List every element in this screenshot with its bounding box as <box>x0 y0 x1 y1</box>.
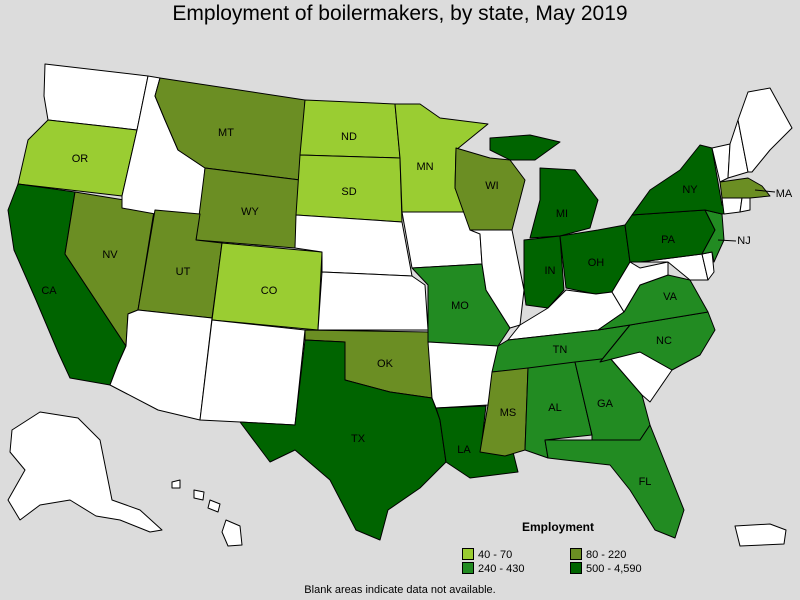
state-ak[interactable] <box>7 411 163 533</box>
state-hi[interactable] <box>171 479 243 547</box>
state-nm[interactable] <box>199 319 306 426</box>
state-ar[interactable] <box>427 341 499 409</box>
label-la: LA <box>457 444 471 456</box>
label-ga: GA <box>597 398 614 410</box>
legend-item: 240 - 430 <box>462 562 524 575</box>
state-il[interactable] <box>469 229 525 329</box>
label-nc: NC <box>656 335 672 347</box>
legend-label: 80 - 220 <box>586 549 627 561</box>
legend-title: Employment <box>522 520 595 534</box>
state-nc[interactable] <box>599 311 716 371</box>
state-ks[interactable] <box>317 271 429 331</box>
label-nv: NV <box>102 249 118 261</box>
label-co: CO <box>261 285 278 297</box>
legend-swatch <box>570 548 582 560</box>
state-me[interactable] <box>737 87 793 173</box>
legend-item: 40 - 70 <box>462 548 512 561</box>
label-tn: TN <box>553 344 568 356</box>
label-tx: TX <box>351 433 366 445</box>
state-nd[interactable] <box>299 99 401 159</box>
label-ut: UT <box>176 266 191 278</box>
state-wv[interactable] <box>611 261 669 313</box>
label-wy: WY <box>241 206 259 218</box>
state-tx[interactable] <box>239 339 447 541</box>
label-nj: NJ <box>737 235 750 247</box>
state-ri[interactable] <box>739 197 751 213</box>
state-ny[interactable] <box>631 144 737 216</box>
legend-swatch <box>462 548 474 560</box>
legend-label: 40 - 70 <box>478 549 513 561</box>
label-va: VA <box>663 291 678 303</box>
label-in: IN <box>545 265 556 277</box>
state-ma[interactable] <box>719 177 771 199</box>
legend-item: 80 - 220 <box>570 548 626 561</box>
state-mi[interactable] <box>489 134 599 239</box>
label-oh: OH <box>588 257 605 269</box>
state-wa[interactable] <box>43 63 149 131</box>
state-la[interactable] <box>435 405 519 479</box>
label-ms: MS <box>500 407 517 419</box>
state-ct[interactable] <box>721 197 743 215</box>
legend-swatch <box>462 562 474 574</box>
state-nj[interactable] <box>701 209 725 263</box>
label-mi: MI <box>556 208 568 220</box>
label-ok: OK <box>377 358 394 370</box>
label-al: AL <box>548 402 561 414</box>
label-mt: MT <box>218 127 234 139</box>
label-ca: CA <box>41 285 57 297</box>
state-pr[interactable] <box>734 523 787 547</box>
label-mn: MN <box>416 161 433 173</box>
legend-label: 240 - 430 <box>478 563 525 575</box>
label-or: OR <box>72 153 89 165</box>
footnote: Blank areas indicate data not available. <box>304 584 496 596</box>
label-fl: FL <box>639 476 652 488</box>
legend-swatch <box>570 562 582 574</box>
label-nd: ND <box>341 131 357 143</box>
label-ny: NY <box>682 184 698 196</box>
label-ma: MA <box>776 188 793 200</box>
label-mo: MO <box>451 300 469 312</box>
label-wi: WI <box>485 180 498 192</box>
legend-label: 500 - 4,590 <box>586 563 642 575</box>
legend-item: 500 - 4,590 <box>570 562 642 575</box>
label-pa: PA <box>661 234 676 246</box>
state-wi[interactable] <box>454 147 526 231</box>
state-fl[interactable] <box>544 424 685 539</box>
map-title: Employment of boilermakers, by state, Ma… <box>172 2 628 25</box>
label-sd: SD <box>341 186 356 198</box>
